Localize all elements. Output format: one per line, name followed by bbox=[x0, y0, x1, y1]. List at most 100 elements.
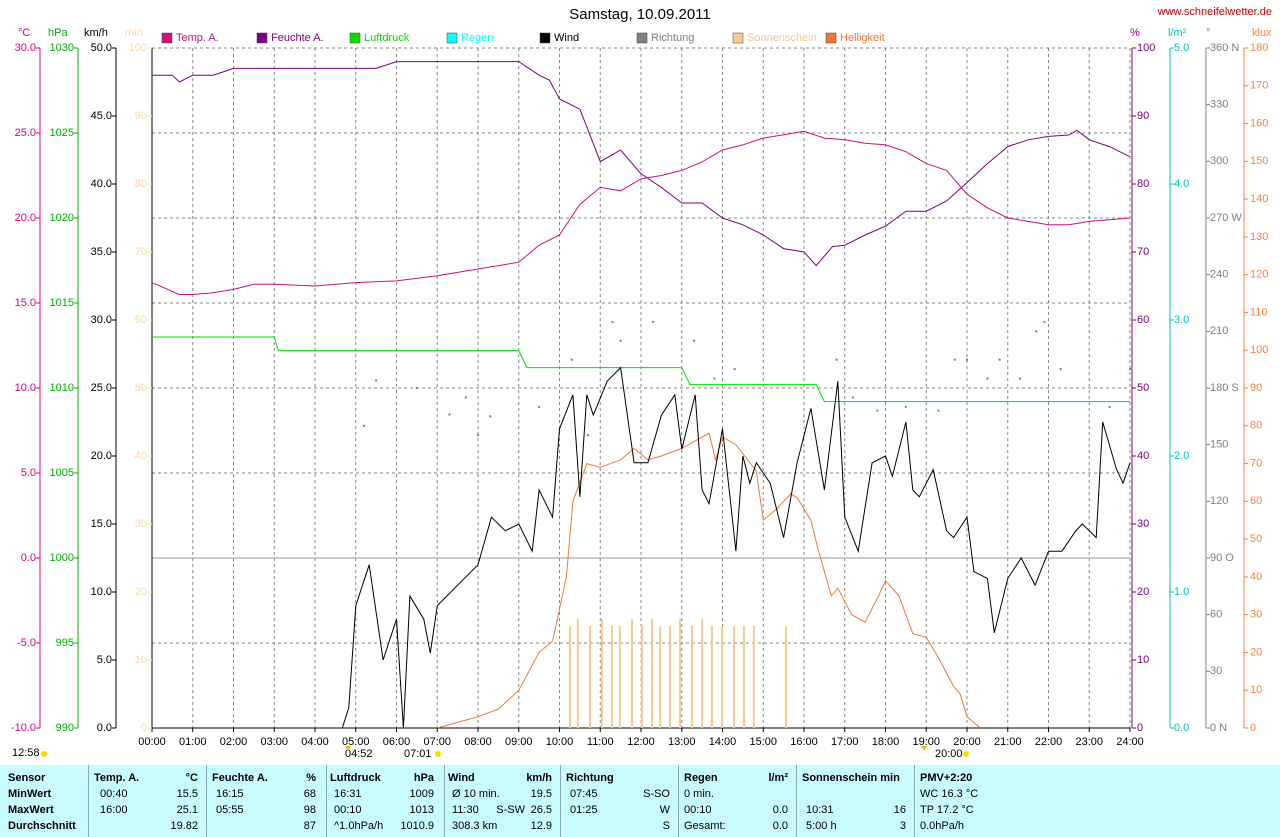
direction-dot bbox=[464, 396, 467, 399]
y-tick-label: 150 bbox=[1250, 155, 1268, 167]
y-tick-label: 60 bbox=[1250, 495, 1262, 507]
table-cell: PMV+2:20 bbox=[920, 772, 973, 784]
direction-dot bbox=[477, 434, 479, 437]
sunshine-bar bbox=[640, 626, 643, 728]
direction-dot bbox=[692, 339, 695, 342]
direction-dot bbox=[619, 339, 622, 342]
x-tick-label: 20:00 bbox=[953, 736, 981, 748]
x-tick-label: 05:00 bbox=[342, 736, 370, 748]
table-cell: 19.82 bbox=[170, 820, 198, 832]
x-tick-label: 23:00 bbox=[1075, 736, 1103, 748]
y-tick-label: 10 bbox=[1250, 684, 1262, 696]
y-tick-label: 30 bbox=[1250, 609, 1262, 621]
y-tick-label: 5.0 bbox=[21, 467, 36, 479]
y-tick-label: 0.0 bbox=[97, 722, 112, 734]
y-tick-label: 5.0 bbox=[97, 654, 112, 666]
column-separator bbox=[206, 765, 207, 837]
direction-dot bbox=[1035, 330, 1038, 333]
table-cell: 16:31 bbox=[334, 788, 362, 800]
series-line bbox=[437, 432, 981, 729]
table-cell: 0.0 bbox=[772, 820, 788, 832]
table-cell: km/h bbox=[526, 772, 552, 784]
y-tick-label: 25.0 bbox=[91, 382, 112, 394]
y-tick-label: 25.0 bbox=[15, 127, 36, 139]
table-cell: Sensor bbox=[8, 772, 46, 784]
y-tick-label: 60 bbox=[1210, 609, 1222, 621]
y-tick-label: 0 bbox=[1250, 722, 1256, 734]
y-tick-label: 0 bbox=[1137, 722, 1143, 734]
chart: Samstag, 10.09.2011 www.schneifelwetter.… bbox=[11, 6, 1272, 760]
x-tick-label: 03:00 bbox=[260, 736, 288, 748]
legend-swatch bbox=[256, 32, 268, 44]
table-cell: 00:40 bbox=[100, 788, 128, 800]
table-cell: S bbox=[662, 820, 670, 832]
axis-unit: hPa bbox=[48, 27, 68, 39]
table-cell: Durchschnitt bbox=[8, 820, 76, 832]
table-cell: % bbox=[306, 772, 316, 784]
table-cell: 07:45 bbox=[570, 788, 598, 800]
sunshine-bar bbox=[721, 626, 724, 728]
y-tick-label: 360 N bbox=[1210, 42, 1239, 54]
y-tick-label: 330 bbox=[1210, 99, 1228, 111]
table-cell: l/m² bbox=[768, 772, 788, 784]
sun-icon bbox=[435, 751, 441, 757]
axis-unit: °C bbox=[18, 27, 30, 39]
direction-dot bbox=[953, 358, 956, 361]
axis-unit: ° bbox=[1206, 27, 1210, 39]
sunshine-bar bbox=[576, 619, 579, 728]
table-cell: 16:00 bbox=[100, 804, 128, 816]
y-tick-label: 90 O bbox=[1210, 552, 1234, 564]
table-cell: 1009 bbox=[409, 788, 434, 800]
sunshine-bar bbox=[752, 626, 755, 728]
table-cell: 25.1 bbox=[176, 804, 198, 816]
table-cell: 68 bbox=[303, 788, 316, 800]
y-tick-label: 80 bbox=[1250, 420, 1262, 432]
y-tick-label: 1015 bbox=[50, 297, 74, 309]
sunshine-bar bbox=[701, 619, 704, 728]
y-tick-label: 0 N bbox=[1210, 722, 1227, 734]
direction-dot bbox=[966, 358, 968, 361]
direction-dot bbox=[489, 415, 492, 418]
direction-dot bbox=[835, 358, 838, 361]
direction-dot bbox=[448, 413, 451, 416]
annotation: 12:58 bbox=[12, 747, 40, 759]
column-separator bbox=[88, 765, 89, 837]
sunshine-bar bbox=[600, 619, 603, 728]
y-tick-label: 160 bbox=[1250, 117, 1268, 129]
table-cell: S-SO bbox=[643, 788, 670, 800]
table-cell: 11:30 bbox=[452, 804, 479, 816]
y-tick-label: 15.0 bbox=[91, 518, 112, 530]
direction-dot bbox=[713, 377, 716, 380]
y-tick-label: 35.0 bbox=[91, 246, 112, 258]
legend-swatch bbox=[825, 32, 837, 44]
y-tick-label: 270 W bbox=[1210, 212, 1242, 224]
x-tick-label: 07:00 bbox=[423, 736, 451, 748]
y-tick-label: 40 bbox=[1137, 450, 1149, 462]
legend-swatch bbox=[732, 32, 744, 44]
y-tick-label: 5.0 bbox=[1174, 42, 1189, 54]
table-cell: 308.3 km bbox=[452, 820, 498, 832]
y-tick-label: 990 bbox=[56, 722, 74, 734]
y-tick-label: 2.0 bbox=[1174, 450, 1189, 462]
direction-dot bbox=[998, 358, 1001, 361]
y-tick-label: 100 bbox=[129, 42, 147, 54]
sunshine-bar bbox=[618, 626, 621, 728]
y-tick-label: 1030 bbox=[50, 42, 74, 54]
marker-arrow bbox=[345, 746, 351, 751]
table-cell: 1010.9 bbox=[400, 820, 434, 832]
table-cell: 00:10 bbox=[684, 804, 712, 816]
table-cell: 87 bbox=[303, 820, 316, 832]
y-tick-label: 90 bbox=[1137, 110, 1149, 122]
x-tick-label: 12:00 bbox=[627, 736, 655, 748]
y-tick-label: -5.0 bbox=[17, 637, 36, 649]
series-line bbox=[152, 61, 1131, 267]
table-cell: Temp. A. bbox=[94, 772, 140, 784]
y-tick-label: 50 bbox=[1137, 382, 1149, 394]
table-cell: Luftdruck bbox=[330, 772, 381, 784]
direction-dot bbox=[986, 377, 989, 380]
x-tick-label: 02:00 bbox=[220, 736, 248, 748]
table-cell: 98 bbox=[303, 804, 316, 816]
column-separator bbox=[796, 765, 797, 837]
table-cell: S-SW bbox=[496, 804, 525, 816]
